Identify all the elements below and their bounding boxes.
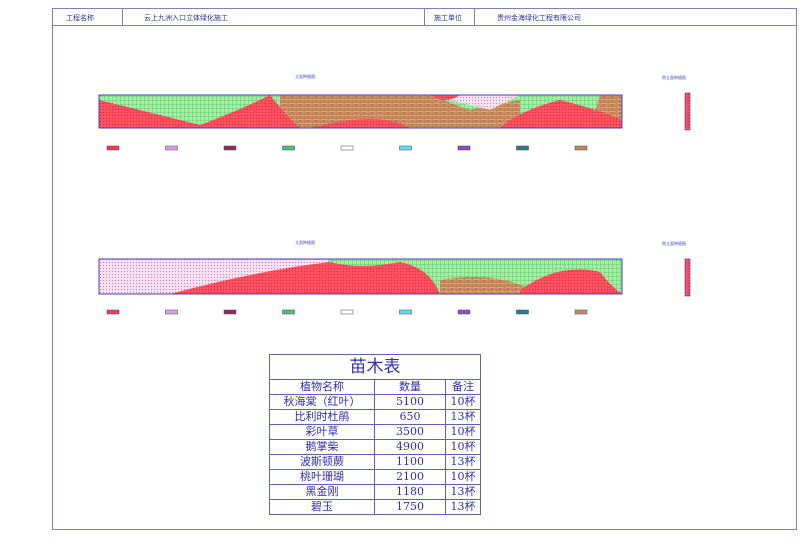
table-row: 鹅掌柴 4900 10杯 — [269, 439, 481, 455]
table-row: 黑金刚 1180 13杯 — [269, 484, 481, 500]
legend-swatch — [457, 145, 471, 151]
table-cell: 3500 — [374, 424, 446, 440]
table-cell: 黑金刚 — [269, 484, 375, 500]
project-label: 工程名称 — [66, 14, 94, 22]
table-cell: 彩叶草 — [269, 424, 375, 440]
legend-swatch — [223, 145, 237, 151]
table-cell: 秋海棠（红叶） — [269, 394, 375, 410]
table-cell: 5100 — [374, 394, 446, 410]
plant-schedule-table: 苗木表 植物名称 数量 备注 秋海棠（红叶） 5100 10杯 比利时杜鹃 650 13杯… — [269, 354, 481, 515]
table-cell: 鹅掌柴 — [269, 439, 375, 455]
legend-swatch — [457, 309, 471, 315]
table-cell: 10杯 — [445, 424, 481, 440]
table-row: 桃叶珊瑚 2100 10杯 — [269, 469, 481, 485]
table-title: 苗木表 — [269, 354, 481, 380]
table-row: 秋海棠（红叶） 5100 10杯 — [269, 394, 481, 410]
side-title-1: 侧立面种植图 — [662, 75, 686, 80]
table-row: 比利时杜鹃 650 13杯 — [269, 409, 481, 425]
legend-swatch — [165, 309, 178, 315]
legend-swatch — [574, 145, 588, 151]
table-row: 彩叶草 3500 10杯 — [269, 424, 481, 440]
table-cell: 桃叶珊瑚 — [269, 469, 375, 485]
side-title-2: 侧立面种植图 — [662, 241, 686, 246]
table-cell: 1100 — [374, 454, 446, 470]
table-cell: 波斯顿蕨 — [269, 454, 375, 470]
legend-swatch — [399, 309, 412, 315]
legend-swatch — [574, 309, 588, 315]
table-cell: 1750 — [374, 499, 446, 515]
table-row: 波斯顿蕨 1100 13杯 — [269, 454, 481, 470]
table-cell: 650 — [374, 409, 446, 425]
elevation-1 — [98, 92, 691, 131]
table-row: 碧玉 1750 13杯 — [269, 499, 481, 515]
table-cell: 13杯 — [445, 499, 481, 515]
legend-swatch — [282, 309, 295, 315]
table-cell: 2100 — [374, 469, 446, 485]
legend-swatch — [516, 145, 529, 151]
elevation-title-2: 立面种植图 — [295, 240, 315, 245]
table-cell: 13杯 — [445, 409, 481, 425]
contractor-label: 施工单位 — [434, 14, 462, 22]
table-cell: 13杯 — [445, 484, 481, 500]
header-cell: 植物名称 — [269, 379, 375, 395]
legend-swatch — [516, 309, 529, 315]
legend-swatch — [165, 145, 178, 151]
title-block: 工程名称 云上九洲入口立体绿化施工 施工单位 贵州金海绿化工程有限公司 — [52, 8, 797, 26]
elevation-2 — [98, 258, 691, 297]
table-cell: 10杯 — [445, 469, 481, 485]
table-cell: 13杯 — [445, 454, 481, 470]
legend-swatch — [282, 145, 295, 151]
table-header-row: 植物名称 数量 备注 — [269, 379, 481, 395]
table-cell: 4900 — [374, 439, 446, 455]
contractor-name: 贵州金海绿化工程有限公司 — [497, 14, 581, 22]
table-cell: 1180 — [374, 484, 446, 500]
legend-swatch — [106, 309, 120, 315]
legend-swatch — [399, 145, 412, 151]
table-cell: 10杯 — [445, 394, 481, 410]
legend-swatch — [223, 309, 237, 315]
legend-swatch — [340, 145, 354, 151]
project-name: 云上九洲入口立体绿化施工 — [144, 14, 228, 22]
header-cell: 备注 — [445, 379, 481, 395]
table-cell: 碧玉 — [269, 499, 375, 515]
table-cell: 10杯 — [445, 439, 481, 455]
legend-swatch — [106, 145, 120, 151]
header-cell: 数量 — [374, 379, 446, 395]
elevation-title-1: 立面种植图 — [295, 74, 315, 79]
table-cell: 比利时杜鹃 — [269, 409, 375, 425]
legend-swatch — [340, 309, 354, 315]
